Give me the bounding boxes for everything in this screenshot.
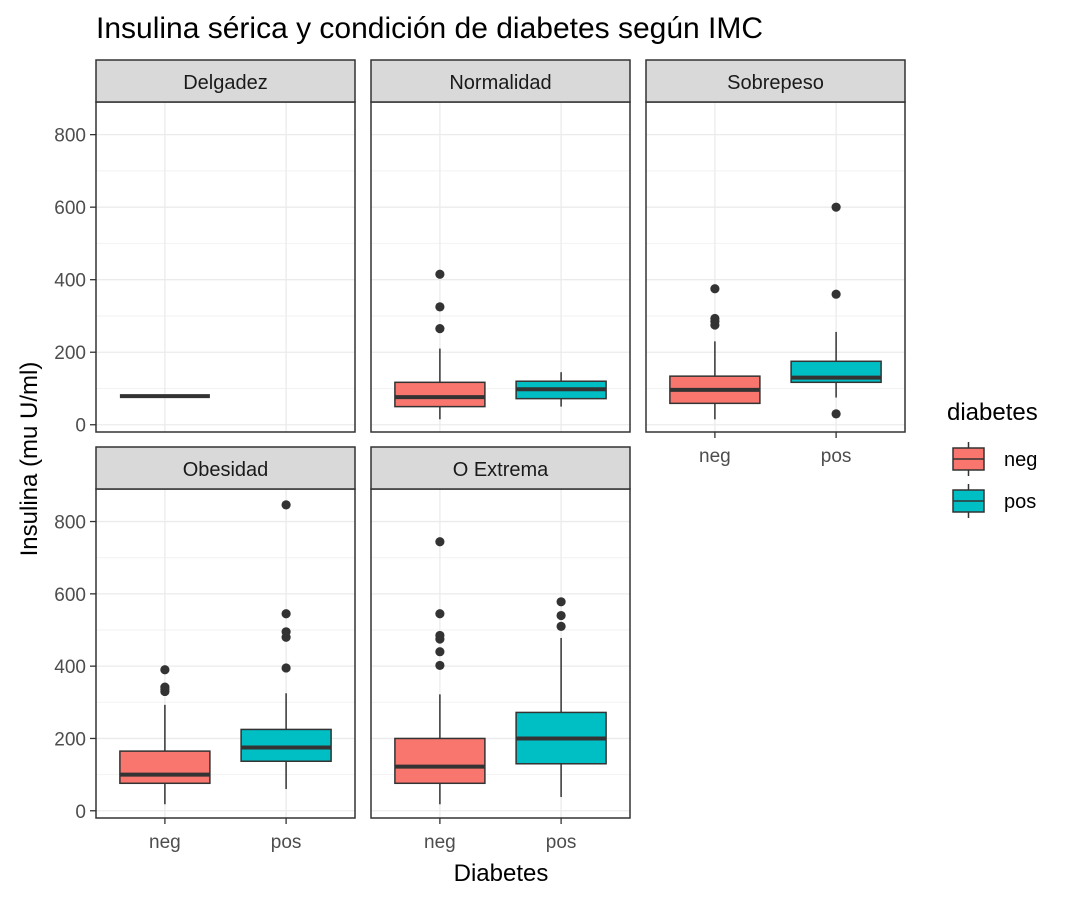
y-tick-label: 0 (75, 416, 86, 437)
box-neg (394, 537, 486, 805)
y-tick-label: 600 (54, 198, 86, 219)
box-neg (119, 665, 211, 805)
legend: diabetes neg pos (947, 399, 1038, 518)
x-tick-label: pos (271, 832, 302, 853)
y-tick-label: 200 (54, 729, 86, 750)
outlier-point (556, 597, 566, 607)
panel-background (371, 102, 630, 432)
outlier-point (831, 202, 841, 212)
outlier-point (556, 610, 566, 621)
strip-background (370, 59, 631, 103)
facet-panel: Normalidad (370, 59, 631, 433)
legend-entry-pos: pos (952, 484, 1036, 518)
facet-panel: Sobrepeso neg pos (645, 59, 906, 467)
outlier-point (281, 627, 291, 637)
box-body (394, 737, 486, 785)
legend-label: neg (1004, 449, 1037, 471)
box-body (240, 728, 332, 762)
box-body (119, 750, 211, 785)
outlier-point (831, 409, 841, 419)
box-pos (240, 500, 332, 790)
outlier-point (435, 660, 445, 671)
box-pos (790, 202, 882, 419)
box-neg (669, 284, 761, 420)
y-tick-label: 800 (54, 126, 86, 147)
outlier-point (710, 284, 720, 294)
outlier-point (435, 609, 445, 619)
facet-panels: Delgadez 0 200 400 600 800 Normalidad Sobrepeso… (54, 59, 906, 853)
legend-label: pos (1004, 491, 1036, 513)
y-tick-label: 0 (75, 802, 86, 823)
strip-label: O Extrema (453, 459, 549, 481)
outlier-point (281, 663, 291, 673)
strip-label: Obesidad (183, 459, 269, 481)
x-tick-label: neg (699, 446, 731, 467)
strip-label: Normalidad (449, 72, 551, 94)
outlier-point (281, 609, 291, 619)
outlier-point (160, 682, 170, 692)
x-tick-label: neg (424, 832, 456, 853)
strip-background (95, 59, 356, 103)
box-pos (515, 597, 607, 798)
y-tick-label: 800 (54, 513, 86, 534)
outlier-point (831, 289, 841, 299)
outlier-point (160, 665, 170, 675)
legend-title: diabetes (947, 399, 1038, 426)
outlier-point (435, 537, 445, 547)
strip-background (370, 446, 631, 490)
chart-title: Insulina sérica y condición de diabetes … (96, 12, 763, 45)
y-tick-label: 400 (54, 271, 86, 292)
legend-entry-neg: neg (952, 442, 1037, 476)
x-tick-label: pos (821, 446, 852, 467)
box-neg (394, 269, 486, 420)
outlier-point (281, 500, 291, 510)
x-axis-title: Diabetes (454, 860, 549, 887)
strip-label: Sobrepeso (727, 72, 824, 94)
outlier-point (435, 630, 445, 641)
y-tick-label: 200 (54, 343, 86, 364)
y-tick-label: 600 (54, 585, 86, 606)
y-tick-label: 400 (54, 657, 86, 678)
facet-panel: O Extrema neg pos (370, 446, 631, 853)
facet-panel: Obesidad 0 200 400 600 800 neg pos (54, 446, 356, 853)
strip-background (95, 446, 356, 490)
outlier-point (435, 647, 445, 657)
x-tick-label: neg (149, 832, 181, 853)
strip-label: Delgadez (183, 72, 268, 94)
strip-background (645, 59, 906, 103)
y-axis-title: Insulina (mu U/ml) (16, 362, 43, 557)
x-tick-label: pos (546, 832, 577, 853)
outlier-point (710, 313, 720, 324)
box-pos (515, 372, 607, 407)
panel-background (96, 102, 355, 432)
outlier-point (435, 302, 445, 312)
facet-panel: Delgadez 0 200 400 600 800 (54, 59, 356, 437)
outlier-point (556, 621, 566, 631)
outlier-point (435, 269, 445, 279)
box-body (394, 381, 486, 408)
outlier-point (435, 324, 445, 334)
